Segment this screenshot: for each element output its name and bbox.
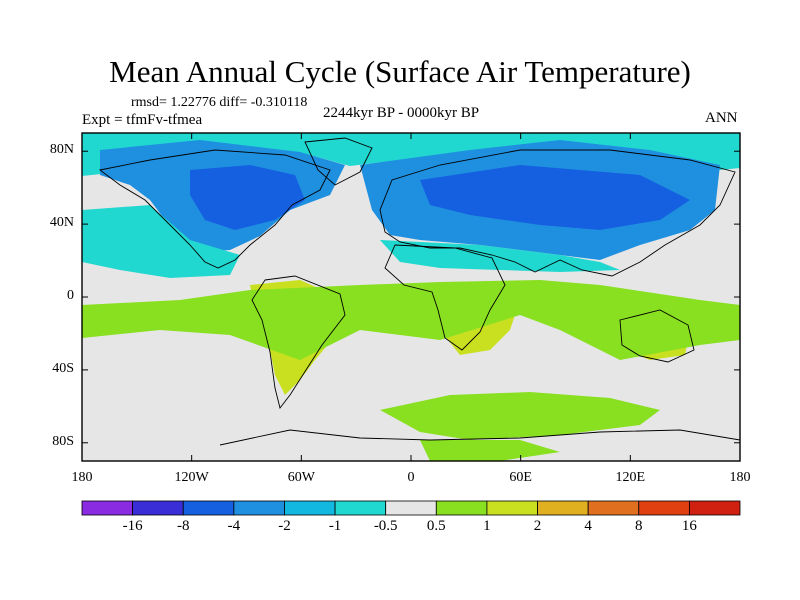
- colorbar-level-label: -4: [227, 518, 241, 534]
- colorbar-swatch: [182, 500, 235, 516]
- x-tick-label: 180: [729, 470, 751, 485]
- coastline-greenland: [304, 137, 373, 186]
- x-tick-label: 60W: [287, 470, 315, 485]
- coastline-south-america: [251, 275, 346, 410]
- colorbar-swatch: [385, 500, 437, 516]
- colorbar-swatch: [334, 500, 387, 516]
- field-pacific-cyan: [82, 205, 240, 278]
- experiment-label: Expt = tfmFv-tfmea: [82, 112, 203, 128]
- colorbar-swatch: [132, 500, 184, 516]
- x-tick-label: 180: [71, 470, 93, 485]
- x-tick-label: 120E: [615, 470, 646, 485]
- colorbar-swatch: [537, 500, 589, 516]
- coastline-antarctica: [219, 429, 740, 446]
- colorbar-swatch: [435, 500, 488, 516]
- colorbar-swatch: [688, 500, 741, 516]
- colorbar-level-label: -2: [278, 518, 291, 534]
- x-tick-label: 0: [407, 470, 415, 485]
- colorbar-level-label: 4: [584, 518, 592, 534]
- colorbar-swatch: [587, 500, 640, 516]
- y-tick-label: 0: [67, 288, 74, 303]
- field-antarctic-green: [420, 440, 560, 461]
- colorbar-level-label: 2: [533, 518, 542, 534]
- chart-title: Mean Annual Cycle (Surface Air Temperatu…: [109, 54, 691, 89]
- coastline-europe-asia: [379, 149, 736, 277]
- colorbar-level-label: -16: [122, 518, 143, 534]
- colorbar-swatch: [284, 500, 336, 516]
- x-tick-label: 60E: [509, 470, 532, 485]
- field-tropical-green: [82, 280, 740, 360]
- stats-text: rmsd= 1.22776 diff= -0.310118: [131, 95, 308, 110]
- period-label: 2244kyr BP - 0000kyr BP: [323, 105, 480, 121]
- colorbar-level-label: -1: [328, 518, 342, 534]
- field-north-america-core: [190, 165, 305, 230]
- coastline-australia: [619, 309, 695, 363]
- coastline-north-america: [98, 149, 331, 269]
- colorbar-level-label: 1: [483, 518, 491, 534]
- field-eurasia-core: [420, 165, 690, 230]
- colorbar-swatch: [233, 500, 285, 516]
- colorbar-level-label: -0.5: [373, 518, 398, 534]
- x-tick-label: 120W: [174, 470, 209, 485]
- field-southern-ocean: [380, 392, 660, 440]
- y-tick-label: 40S: [52, 360, 74, 376]
- colorbar-swatch: [81, 500, 134, 516]
- colorbar-swatch: [486, 500, 538, 516]
- colorbar-level-label: 8: [635, 518, 643, 534]
- y-tick-label: 40N: [49, 215, 74, 231]
- coastline-africa: [384, 244, 506, 351]
- colorbar-level-label: -8: [176, 518, 190, 534]
- colorbar-level-label: 16: [681, 518, 697, 534]
- season-label: ANN: [705, 110, 738, 126]
- y-tick-label: 80N: [49, 142, 74, 158]
- colorbar-level-label: 0.5: [426, 518, 446, 534]
- y-tick-label: 80S: [52, 433, 74, 449]
- colorbar-swatch: [638, 500, 690, 516]
